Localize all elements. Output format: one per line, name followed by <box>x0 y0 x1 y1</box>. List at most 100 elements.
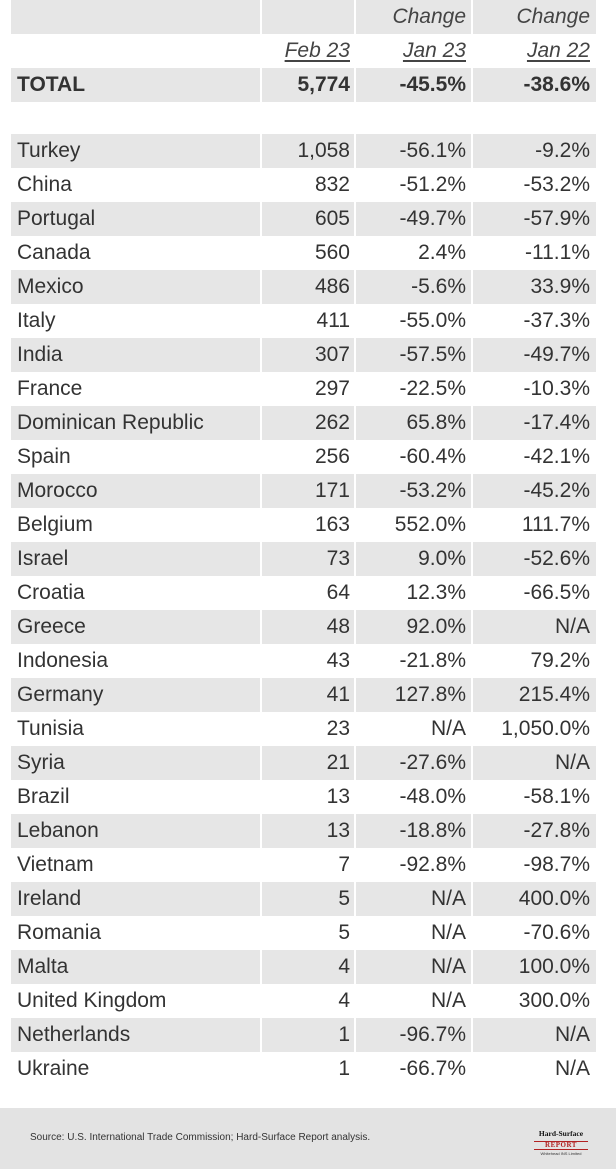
header-current-month: Feb 23 <box>284 39 350 62</box>
table-row: Germany 41 127.8% 215.4% <box>11 678 596 712</box>
country-name: Croatia <box>17 581 85 604</box>
import-value: 171 <box>260 474 354 508</box>
change-month: N/A <box>354 950 471 984</box>
footer: Source: U.S. International Trade Commiss… <box>0 1108 616 1169</box>
table-row: Belgium 163 552.0% 111.7% <box>11 508 596 542</box>
header-change-yoy: Change <box>471 0 596 34</box>
change-year: 33.9% <box>471 270 596 304</box>
import-value: 307 <box>260 338 354 372</box>
table-row: Greece 48 92.0% N/A <box>11 610 596 644</box>
country-name: Germany <box>17 683 104 706</box>
country-name: Ukraine <box>17 1057 90 1080</box>
import-value: 4 <box>260 950 354 984</box>
header-country <box>11 34 260 68</box>
country-name: China <box>17 173 72 196</box>
imports-table: Change Change Feb 23 Jan 23 Jan 22 TOTAL… <box>11 0 596 1086</box>
total-label: TOTAL <box>17 73 86 96</box>
import-value: 411 <box>260 304 354 338</box>
table-row: Malta 4 N/A 100.0% <box>11 950 596 984</box>
change-month: 2.4% <box>354 236 471 270</box>
table-row: Mexico 486 -5.6% 33.9% <box>11 270 596 304</box>
change-year: -49.7% <box>471 338 596 372</box>
import-value: 1,058 <box>260 134 354 168</box>
header-blank <box>11 0 260 34</box>
country-name: Dominican Republic <box>17 411 204 434</box>
change-year: 215.4% <box>471 678 596 712</box>
table-row: Netherlands 1 -96.7% N/A <box>11 1018 596 1052</box>
change-year: 300.0% <box>471 984 596 1018</box>
table-row: Dominican Republic 262 65.8% -17.4% <box>11 406 596 440</box>
table-row: Vietnam 7 -92.8% -98.7% <box>11 848 596 882</box>
country-name: Portugal <box>17 207 96 230</box>
change-month: -48.0% <box>354 780 471 814</box>
change-year: -45.2% <box>471 474 596 508</box>
country-name: Belgium <box>17 513 93 536</box>
change-year: -27.8% <box>471 814 596 848</box>
country-name: Malta <box>17 955 69 978</box>
table-row: Syria 21 -27.6% N/A <box>11 746 596 780</box>
change-year: -37.3% <box>471 304 596 338</box>
import-value: 163 <box>260 508 354 542</box>
header-change-mom: Change <box>354 0 471 34</box>
change-month: N/A <box>354 882 471 916</box>
country-name: Israel <box>17 547 69 570</box>
change-year: -42.1% <box>471 440 596 474</box>
change-year: 400.0% <box>471 882 596 916</box>
country-name: Netherlands <box>17 1023 131 1046</box>
change-month: 552.0% <box>354 508 471 542</box>
import-value: 832 <box>260 168 354 202</box>
table-row: France 297 -22.5% -10.3% <box>11 372 596 406</box>
change-month: -21.8% <box>354 644 471 678</box>
country-name: Tunisia <box>17 717 84 740</box>
total-row: TOTAL 5,774 -45.5% -38.6% <box>11 68 596 102</box>
change-year: N/A <box>471 1018 596 1052</box>
change-month: -51.2% <box>354 168 471 202</box>
import-value: 4 <box>260 984 354 1018</box>
change-month: 9.0% <box>354 542 471 576</box>
change-year: -70.6% <box>471 916 596 950</box>
country-name: Brazil <box>17 785 70 808</box>
table-row: Portugal 605 -49.7% -57.9% <box>11 202 596 236</box>
change-year: -9.2% <box>471 134 596 168</box>
table-row: Lebanon 13 -18.8% -27.8% <box>11 814 596 848</box>
import-value: 64 <box>260 576 354 610</box>
change-month: -55.0% <box>354 304 471 338</box>
hard-surface-report-logo: Hard-Surface REPORT Whitehead INS Limite… <box>534 1124 588 1156</box>
country-name: Turkey <box>17 139 81 162</box>
change-month: 92.0% <box>354 610 471 644</box>
table-row: United Kingdom 4 N/A 300.0% <box>11 984 596 1018</box>
header-prev-month: Jan 23 <box>402 39 466 62</box>
spacer <box>11 102 596 134</box>
change-month: -27.6% <box>354 746 471 780</box>
table-row: Spain 256 -60.4% -42.1% <box>11 440 596 474</box>
total-value: 5,774 <box>260 68 354 102</box>
country-name: Greece <box>17 615 86 638</box>
import-value: 21 <box>260 746 354 780</box>
total-mom: -45.5% <box>354 68 471 102</box>
change-month: -49.7% <box>354 202 471 236</box>
change-year: N/A <box>471 1052 596 1086</box>
change-year: 100.0% <box>471 950 596 984</box>
change-month: 127.8% <box>354 678 471 712</box>
country-name: Morocco <box>17 479 98 502</box>
country-rows: Turkey 1,058 -56.1% -9.2% China 832 -51.2% -53.… <box>11 134 596 1086</box>
country-name: India <box>17 343 63 366</box>
change-year: -52.6% <box>471 542 596 576</box>
country-name: Indonesia <box>17 649 109 672</box>
country-name: Italy <box>17 309 56 332</box>
header-row-dates: Feb 23 Jan 23 Jan 22 <box>11 34 596 68</box>
import-value: 1 <box>260 1018 354 1052</box>
change-month: N/A <box>354 712 471 746</box>
country-name: Romania <box>17 921 102 944</box>
change-month: 12.3% <box>354 576 471 610</box>
country-name: Mexico <box>17 275 84 298</box>
source-note: Source: U.S. International Trade Commiss… <box>30 1132 371 1143</box>
header-prev-year: Jan 22 <box>526 39 590 62</box>
import-value: 13 <box>260 780 354 814</box>
import-value: 605 <box>260 202 354 236</box>
change-month: -18.8% <box>354 814 471 848</box>
table-row: Indonesia 43 -21.8% 79.2% <box>11 644 596 678</box>
change-month: N/A <box>354 916 471 950</box>
country-name: Syria <box>17 751 65 774</box>
change-month: 65.8% <box>354 406 471 440</box>
